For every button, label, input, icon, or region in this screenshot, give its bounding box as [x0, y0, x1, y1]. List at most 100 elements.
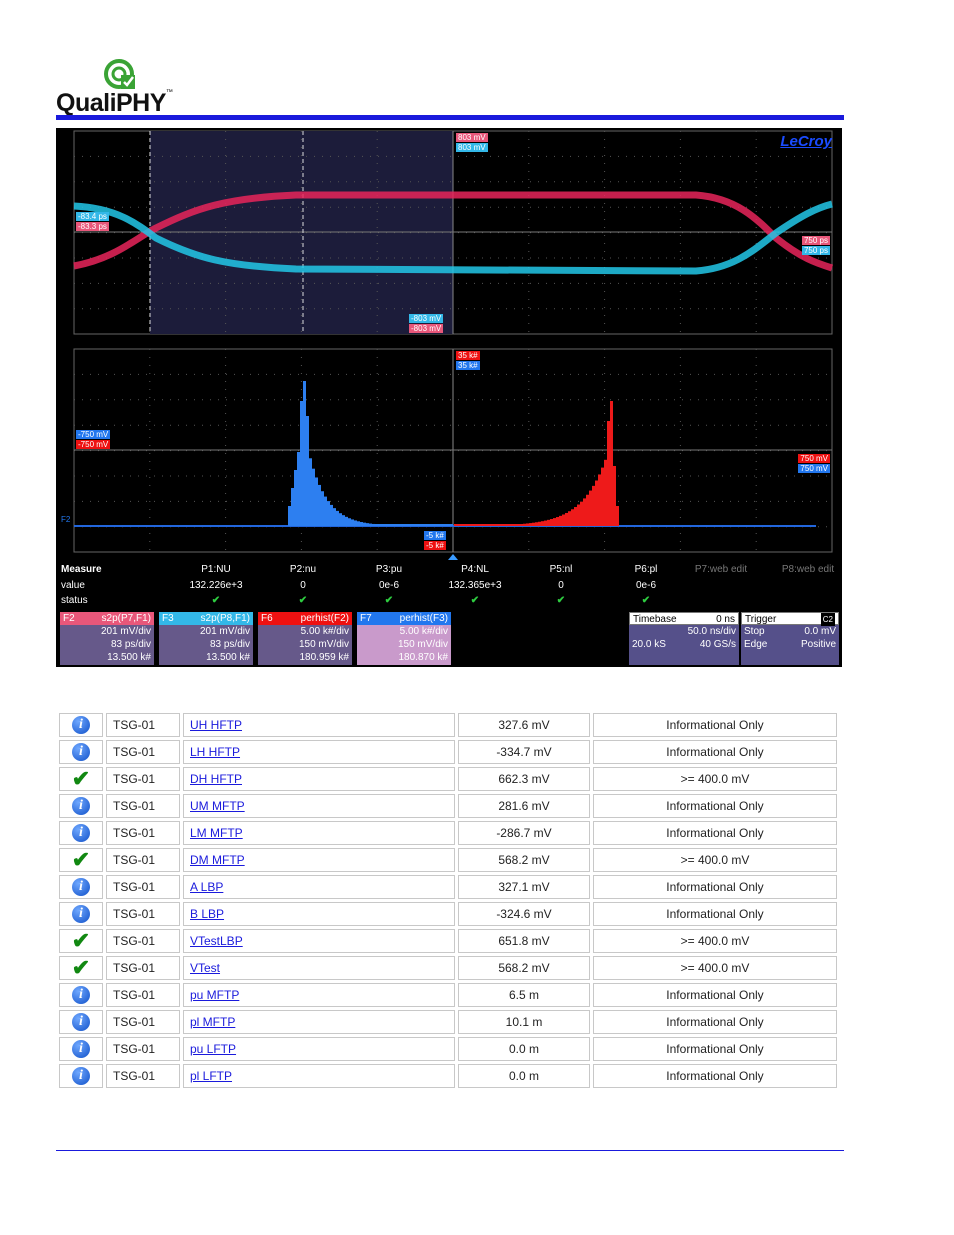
test-name-link[interactable]: pl LFTP	[190, 1069, 233, 1083]
test-name-link[interactable]: VTest	[190, 961, 221, 975]
trace-id: F7	[360, 613, 372, 624]
histogram-bar	[288, 506, 291, 526]
histogram-bar	[550, 519, 553, 526]
test-value: 0.0 m	[458, 1064, 590, 1088]
table-row: i TSG-01 LH HFTP -334.7 mV Informational Onl…	[59, 740, 837, 764]
trace-tile-f7[interactable]: F7 perhist(F3) 5.00 k#/div 150 mV/div 180.87…	[357, 612, 451, 665]
measure-param-name[interactable]: P1:NU	[201, 564, 231, 575]
trace-tile-f3[interactable]: F3 s2p(P8,F1) 201 mV/div 83 ps/div 13.500 k#	[159, 612, 253, 665]
histogram-bar	[411, 524, 414, 526]
timebase-samples: 20.0 kS	[632, 639, 666, 650]
trigger-panel[interactable]: Trigger C2 Stop 0.0 mV Edge Positive	[741, 612, 839, 665]
histogram-bar	[484, 524, 487, 526]
test-name-link[interactable]: UM MFTP	[190, 799, 245, 813]
test-name-link[interactable]: pu LFTP	[190, 1042, 237, 1056]
histogram-bar	[547, 519, 550, 526]
histogram-bar	[508, 524, 511, 526]
test-name-link[interactable]: pl MFTP	[190, 1015, 236, 1029]
trace-tile-f2[interactable]: F2 s2p(P7,F1) 201 mV/div 83 ps/div 13.500 k#	[60, 612, 154, 665]
histogram-bar	[589, 490, 592, 526]
test-value: 651.8 mV	[458, 929, 590, 953]
table-row: ✔ TSG-01 VTest 568.2 mV >= 400.0 mV	[59, 956, 837, 980]
histogram-bar	[556, 517, 559, 526]
test-name-link[interactable]: DH HFTP	[190, 772, 242, 786]
histogram-bar	[520, 524, 523, 526]
test-name-link[interactable]: LM MFTP	[190, 826, 243, 840]
histogram-bar	[505, 524, 508, 526]
measure-param-name[interactable]: P7:web edit	[694, 564, 748, 575]
measure-param-name[interactable]: P3:pu	[375, 564, 403, 575]
histogram-bar	[378, 524, 381, 526]
histogram-bar	[408, 524, 411, 526]
histogram-bar	[574, 507, 577, 526]
status-cell: i	[59, 1064, 103, 1088]
test-value: -334.7 mV	[458, 740, 590, 764]
trace-scale: 150 mV/div	[397, 639, 448, 650]
measure-param-name[interactable]: P8:web edit	[781, 564, 835, 575]
measure-param-value: 132.226e+3	[189, 580, 243, 591]
measure-value-label: value	[61, 580, 85, 591]
measure-param-name[interactable]: P2:nu	[289, 564, 317, 575]
test-name-link[interactable]: LH HFTP	[190, 745, 241, 759]
histogram-bar	[604, 459, 607, 526]
measure-param-name[interactable]: P4:NL	[461, 564, 489, 575]
test-id: TSG-01	[106, 1064, 180, 1088]
trigger-label: Trigger	[745, 614, 777, 625]
test-id: TSG-01	[106, 767, 180, 791]
status-cell: i	[59, 1010, 103, 1034]
test-limit: Informational Only	[593, 902, 837, 926]
trace-tile-f6[interactable]: F6 perhist(F2) 5.00 k#/div 150 mV/div 180.95…	[258, 612, 352, 665]
header-rule	[56, 115, 844, 120]
lower-label-right-red: 750 mV	[798, 454, 830, 463]
status-cell: ✔	[59, 848, 103, 872]
info-icon: i	[72, 743, 90, 761]
table-row: i TSG-01 pl MFTP 10.1 m Informational Only	[59, 1010, 837, 1034]
test-name-link[interactable]: B LBP	[190, 907, 225, 921]
lower-label-bot-blue: -5 k#	[424, 531, 446, 540]
upper-label-bot-red: -803 mV	[409, 324, 444, 333]
test-value: 568.2 mV	[458, 956, 590, 980]
trigger-type: Edge	[744, 639, 768, 650]
info-icon: i	[72, 1040, 90, 1058]
test-limit: Informational Only	[593, 794, 837, 818]
test-id: TSG-01	[106, 929, 180, 953]
histogram-bar	[315, 477, 318, 526]
test-name-link[interactable]: pu MFTP	[190, 988, 240, 1002]
histogram-bar	[478, 524, 481, 526]
test-name-cell: pu MFTP	[183, 983, 455, 1007]
trace-scale: 150 mV/div	[298, 639, 349, 650]
pass-check-icon: ✔	[71, 955, 91, 980]
histogram-bar	[405, 524, 408, 526]
histogram-bar	[487, 524, 490, 526]
lower-label-top-red: 35 k#	[456, 351, 480, 360]
histogram-bar	[327, 501, 330, 526]
test-name-link[interactable]: UH HFTP	[190, 718, 242, 732]
info-icon: i	[72, 797, 90, 815]
measure-param-value: 0e-6	[635, 580, 656, 591]
pass-check-icon: ✔	[71, 928, 91, 953]
test-name-link[interactable]: VTestLBP	[190, 934, 243, 948]
histogram-bar	[450, 524, 453, 526]
check-icon: ✔	[470, 595, 480, 606]
histogram-bar	[435, 524, 438, 526]
test-name-link[interactable]: DM MFTP	[190, 853, 245, 867]
histogram-bar	[447, 524, 450, 526]
test-id: TSG-01	[106, 1037, 180, 1061]
test-name-link[interactable]: A LBP	[190, 880, 224, 894]
test-limit: Informational Only	[593, 713, 837, 737]
lower-label-left-blue: -750 mV	[76, 430, 111, 439]
measure-param-name[interactable]: P6:pl	[634, 564, 658, 575]
histogram-bar	[303, 381, 306, 526]
timebase-panel[interactable]: Timebase 0 ns 50.0 ns/div 20.0 kS 40 GS/s	[629, 612, 739, 665]
histogram-bar	[324, 496, 327, 526]
histogram-bar	[381, 524, 384, 526]
histogram-bar	[426, 524, 429, 526]
histogram-bar	[502, 524, 505, 526]
histogram-bar	[375, 524, 378, 526]
histogram-bar	[348, 518, 351, 526]
measure-param-value: 132.365e+3	[448, 580, 502, 591]
histogram-bar	[321, 491, 324, 526]
test-value: 327.6 mV	[458, 713, 590, 737]
measure-param-name[interactable]: P5:nl	[549, 564, 573, 575]
check-icon: ✔	[298, 595, 308, 606]
